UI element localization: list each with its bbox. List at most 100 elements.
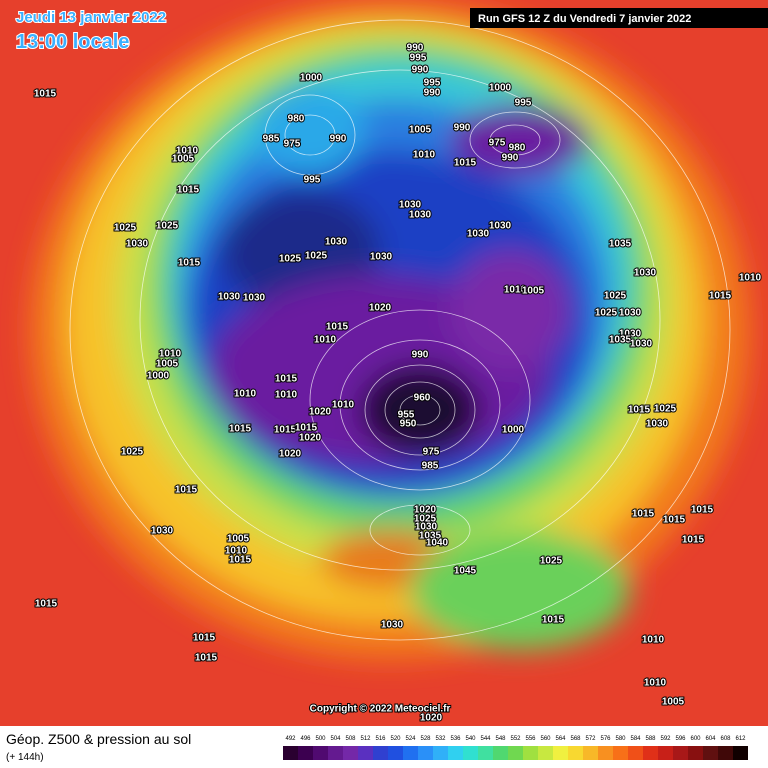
color-scale-label: 596 bbox=[675, 736, 686, 742]
color-scale-label: 604 bbox=[705, 736, 716, 742]
color-scale-label: 552 bbox=[510, 736, 521, 742]
color-swatch bbox=[493, 746, 508, 760]
color-swatch bbox=[433, 746, 448, 760]
pressure-label: 975 bbox=[489, 138, 506, 149]
color-swatch bbox=[703, 746, 718, 760]
pressure-label: 1015 bbox=[542, 615, 565, 626]
pressure-label: 1035 bbox=[609, 239, 632, 250]
color-scale-label: 560 bbox=[540, 736, 551, 742]
pressure-label: 1000 bbox=[300, 73, 323, 84]
map-title: Géop. Z500 & pression au sol bbox=[6, 731, 191, 747]
pressure-label: 1020 bbox=[420, 713, 443, 724]
pressure-label: 1000 bbox=[489, 83, 512, 94]
pressure-label: 1010 bbox=[275, 390, 298, 401]
color-swatch bbox=[733, 746, 748, 760]
color-swatch bbox=[598, 746, 613, 760]
pressure-label: 1010 bbox=[234, 389, 257, 400]
pressure-label: 990 bbox=[424, 88, 441, 99]
color-swatch bbox=[658, 746, 673, 760]
pressure-label: 1025 bbox=[595, 308, 618, 319]
pressure-label: 1045 bbox=[454, 566, 477, 577]
color-scale-label: 512 bbox=[360, 736, 371, 742]
color-swatch bbox=[388, 746, 403, 760]
pressure-label: 990 bbox=[412, 65, 429, 76]
pressure-label: 1020 bbox=[309, 407, 332, 418]
pressure-label: 1025 bbox=[654, 404, 677, 415]
pressure-label: 1015 bbox=[709, 291, 732, 302]
pressure-label: 1015 bbox=[632, 509, 655, 520]
pressure-label: 1030 bbox=[218, 292, 241, 303]
color-swatch bbox=[373, 746, 388, 760]
pressure-label: 1025 bbox=[540, 556, 563, 567]
pressure-label: 1030 bbox=[619, 329, 642, 340]
pressure-label: 990 bbox=[407, 43, 424, 54]
pressure-label: 1030 bbox=[325, 237, 348, 248]
pressure-label: 1005 bbox=[522, 286, 545, 297]
color-swatch bbox=[283, 746, 298, 760]
color-swatch bbox=[568, 746, 583, 760]
pressure-label: 1015 bbox=[295, 423, 318, 434]
pressure-label: 1000 bbox=[502, 425, 525, 436]
pressure-label: 985 bbox=[263, 134, 280, 145]
pressure-label: 1025 bbox=[156, 221, 179, 232]
pressure-label: 995 bbox=[304, 175, 321, 186]
pressure-label: 1005 bbox=[156, 359, 179, 370]
pressure-label: 1010 bbox=[739, 273, 762, 284]
pressure-label: 955 bbox=[398, 410, 415, 421]
color-scale-label: 548 bbox=[495, 736, 506, 742]
forecast-time: 13:00 locale bbox=[16, 31, 129, 53]
pressure-label: 1030 bbox=[370, 252, 393, 263]
pressure-label: 960 bbox=[414, 393, 431, 404]
pressure-label: 1035 bbox=[609, 335, 632, 346]
pressure-label: 1015 bbox=[175, 485, 198, 496]
pressure-label: 1030 bbox=[619, 308, 642, 319]
color-swatch bbox=[313, 746, 328, 760]
pressure-label: 1015 bbox=[454, 158, 477, 169]
lead-time: (+ 144h) bbox=[6, 752, 44, 763]
pressure-label: 1020 bbox=[279, 449, 302, 460]
pressure-label: 990 bbox=[412, 350, 429, 361]
color-scale-label: 520 bbox=[390, 736, 401, 742]
copyright: Copyright © 2022 Meteociel.fr bbox=[310, 704, 451, 715]
pressure-label: 1030 bbox=[634, 268, 657, 279]
color-scale-label: 532 bbox=[435, 736, 446, 742]
pressure-label: 1010 bbox=[225, 546, 248, 557]
pressure-label: 1015 bbox=[275, 374, 298, 385]
color-scale-label: 608 bbox=[720, 736, 731, 742]
color-scale-label: 556 bbox=[525, 736, 536, 742]
pressure-label: 1030 bbox=[126, 239, 149, 250]
pressure-label: 1020 bbox=[414, 505, 437, 516]
pressure-label: 995 bbox=[410, 53, 427, 64]
pressure-label: 1000 bbox=[147, 371, 170, 382]
color-scale-label: 516 bbox=[375, 736, 386, 742]
color-scale-label: 588 bbox=[645, 736, 656, 742]
pressure-label: 1030 bbox=[243, 293, 266, 304]
pressure-label: 1005 bbox=[227, 534, 250, 545]
pressure-label: 975 bbox=[423, 447, 440, 458]
color-scale-label: 580 bbox=[615, 736, 626, 742]
color-scale-label: 496 bbox=[300, 736, 311, 742]
pressure-label: 1010 bbox=[504, 285, 527, 296]
pressure-label: 990 bbox=[502, 153, 519, 164]
pressure-label: 1015 bbox=[195, 653, 218, 664]
pressure-label: 1030 bbox=[646, 419, 669, 430]
pressure-label: 1015 bbox=[34, 89, 57, 100]
color-scale-label: 508 bbox=[345, 736, 356, 742]
pressure-label: 1015 bbox=[326, 322, 349, 333]
pressure-label: 1025 bbox=[604, 291, 627, 302]
color-swatch bbox=[508, 746, 523, 760]
color-scale-label: 492 bbox=[285, 736, 296, 742]
pressure-label: 1010 bbox=[644, 678, 667, 689]
pressure-label: 1015 bbox=[682, 535, 705, 546]
color-swatch bbox=[523, 746, 538, 760]
color-scale-label: 600 bbox=[690, 736, 701, 742]
pressure-label: 1025 bbox=[305, 251, 328, 262]
pressure-label: 1015 bbox=[177, 185, 200, 196]
pressure-label: 1005 bbox=[172, 154, 195, 165]
color-scale-label: 584 bbox=[630, 736, 641, 742]
color-scale-label: 564 bbox=[555, 736, 566, 742]
pressure-label: 1035 bbox=[419, 531, 442, 542]
color-scale-label: 568 bbox=[570, 736, 581, 742]
color-scale-label: 504 bbox=[330, 736, 341, 742]
